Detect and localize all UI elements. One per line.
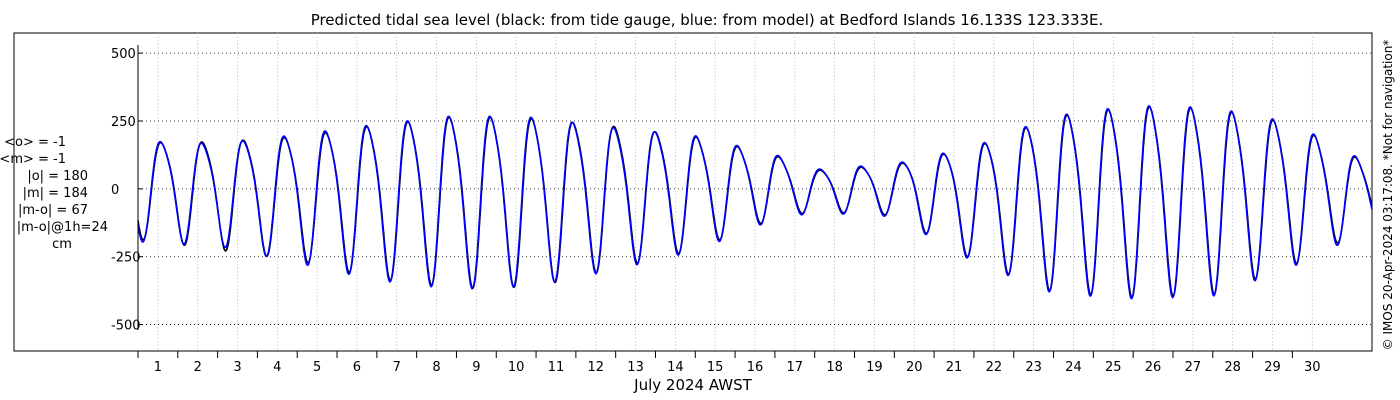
- stat-abs-diff: |m-o| = 67: [18, 203, 88, 218]
- x-tick-label: 13: [627, 360, 644, 375]
- x-tick-label: 10: [508, 360, 525, 375]
- stat-unit: cm: [52, 237, 72, 252]
- x-tick-label: 6: [353, 360, 361, 375]
- x-tick-label: 17: [787, 360, 804, 375]
- x-tick-label: 24: [1065, 360, 1082, 375]
- x-tick-label: 8: [432, 360, 440, 375]
- x-tick-label: 22: [986, 360, 1003, 375]
- x-tick-label: 15: [707, 360, 724, 375]
- x-tick-label: 12: [588, 360, 605, 375]
- y-tick-label: 0: [111, 183, 119, 198]
- x-tick-label: 18: [826, 360, 843, 375]
- x-tick-label: 2: [194, 360, 202, 375]
- x-tick-label: 30: [1304, 360, 1321, 375]
- chart-title: Predicted tidal sea level (black: from t…: [311, 11, 1104, 29]
- x-tick-label: 3: [233, 360, 241, 375]
- stat-abs-model: |m| = 184: [23, 186, 88, 201]
- x-tick-label: 27: [1185, 360, 1202, 375]
- x-tick-label: 11: [548, 360, 565, 375]
- x-tick-label: 7: [393, 360, 401, 375]
- stat-mean-obs: <o> = -1: [4, 135, 66, 150]
- x-tick-label: 26: [1145, 360, 1162, 375]
- stat-abs-obs: |o| = 180: [27, 169, 88, 184]
- y-tick-label: 250: [111, 115, 136, 130]
- x-tick-label: 1: [154, 360, 162, 375]
- x-tick-label: 28: [1224, 360, 1241, 375]
- series-line-blue: [137, 104, 1373, 300]
- outer-frame: [13, 32, 1373, 352]
- y-tick-label: -500: [111, 319, 141, 334]
- x-tick-label: 29: [1264, 360, 1281, 375]
- x-tick-label: 23: [1025, 360, 1042, 375]
- x-tick-label: 25: [1105, 360, 1122, 375]
- y-tick-label: 500: [111, 47, 136, 62]
- series-layer: [137, 104, 1373, 300]
- x-tick-label: 14: [667, 360, 684, 375]
- x-tick-label: 19: [866, 360, 883, 375]
- x-tick-label: 9: [472, 360, 480, 375]
- stat-mean-model: <m> = -1: [0, 152, 66, 167]
- x-axis: 1 2 3 4 5 6 7 8 9 10 11 12 13 14 15 16 17 18 19 20 21 22 23 24 2…: [137, 351, 1321, 375]
- x-tick-label: 16: [747, 360, 764, 375]
- x-tick-label: 21: [946, 360, 963, 375]
- stat-abs-diff-1h: |m-o|@1h=24: [17, 220, 108, 235]
- stats-block: <o> = -1 <m> = -1 |o| = 180 |m| = 184 |m…: [0, 135, 108, 252]
- copyright-note: © IMOS 20-Apr-2024 03:17:08. *Not for na…: [1381, 40, 1395, 351]
- x-axis-label: July 2024 AWST: [633, 376, 752, 394]
- x-tick-label: 4: [273, 360, 281, 375]
- y-axis: 500 250 0 -250 -500: [111, 47, 143, 334]
- grid: [138, 33, 1372, 351]
- x-tick-label: 20: [906, 360, 923, 375]
- y-tick-label: -250: [111, 251, 141, 266]
- x-tick-label: 5: [313, 360, 321, 375]
